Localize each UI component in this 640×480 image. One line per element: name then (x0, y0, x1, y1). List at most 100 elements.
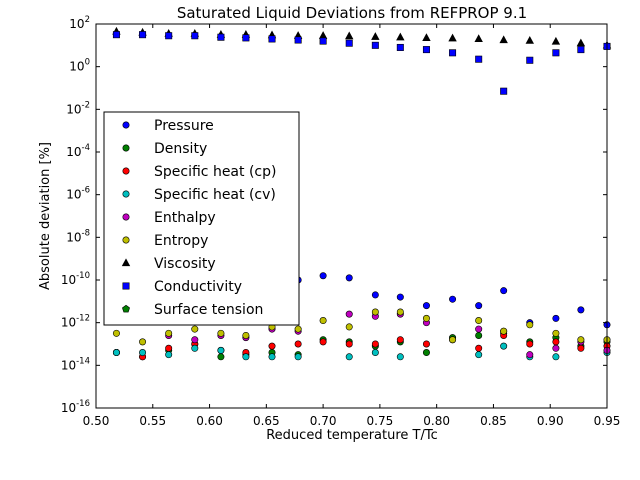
x-tick-label: 0.80 (423, 414, 450, 428)
y-tick-label: 10-10 (61, 271, 90, 287)
specific-heat-cv-point (294, 353, 302, 361)
pressure-point (552, 314, 560, 322)
viscosity-point (422, 33, 431, 41)
specific-heat-cp-point (475, 344, 483, 352)
conductivity-point (526, 56, 534, 64)
conductivity-point (112, 31, 120, 39)
viscosity-point (499, 35, 508, 44)
entropy-point (112, 329, 120, 337)
specific-heat-cv-point (191, 344, 199, 352)
y-tick-label: 100 (69, 58, 90, 74)
x-tick-label: 0.85 (480, 414, 507, 428)
legend-marker-density (122, 144, 130, 152)
conductivity-point (422, 46, 430, 54)
conductivity-point (577, 46, 585, 54)
specific-heat-cp-point (165, 344, 173, 352)
entropy-point (500, 327, 508, 335)
y-tick-label: 102 (69, 15, 90, 31)
entropy-point (139, 338, 147, 346)
conductivity-point (268, 35, 276, 43)
conductivity-point (475, 55, 483, 63)
entropy-point (345, 323, 353, 331)
legend-label-specific-heat-cp: Specific heat (cp) (154, 164, 276, 180)
specific-heat-cv-point (139, 349, 147, 357)
specific-heat-cv-point (475, 351, 483, 359)
specific-heat-cv-point (371, 349, 379, 357)
entropy-point (422, 314, 430, 322)
y-tick-label: 10-8 (66, 228, 90, 244)
pressure-point (475, 302, 483, 310)
conductivity-point (449, 49, 457, 57)
specific-heat-cv-point (552, 353, 560, 361)
legend-label-entropy: Entropy (154, 233, 208, 249)
density-point (422, 349, 430, 357)
pressure-point (422, 302, 430, 310)
specific-heat-cv-point (217, 346, 225, 354)
entropy-point (319, 317, 327, 325)
axis-ticks: 0.50 0.55 0.60 0.65 0.70 0.75 0.80 0.85 0.90 0.95… (61, 15, 621, 428)
chart-title: Saturated Liquid Deviations from REFPROP… (177, 4, 527, 22)
legend-box (103, 111, 300, 326)
entropy-point (165, 329, 173, 337)
legend-label-pressure: Pressure (154, 118, 214, 134)
entropy-point (371, 308, 379, 316)
legend-marker-enthalpy (122, 213, 130, 221)
viscosity-point (474, 34, 483, 43)
specific-heat-cp-point (371, 340, 379, 348)
y-tick-label: 10-2 (66, 100, 90, 116)
legend-label-specific-heat-cv: Specific heat (cv) (154, 187, 276, 203)
y-axis-label: Absolute deviation [%] (38, 142, 53, 290)
specific-heat-cp-point (526, 340, 534, 348)
entropy-point (396, 308, 404, 316)
pressure-point (319, 272, 327, 280)
entropy-point (294, 325, 302, 333)
entropy-point (475, 317, 483, 325)
x-tick-label: 0.60 (196, 414, 223, 428)
legend-label-surface-tension: Surface tension (154, 302, 263, 318)
enthalpy-point (475, 325, 483, 333)
density-point (217, 353, 225, 361)
entropy-point (552, 329, 560, 337)
viscosity-point (576, 38, 586, 47)
specific-heat-cv-point (345, 353, 353, 361)
specific-heat-cp-point (577, 344, 585, 352)
specific-heat-cp-point (294, 340, 302, 348)
conductivity-point (345, 39, 353, 47)
viscosity-point (448, 33, 457, 42)
legend-label-enthalpy: Enthalpy (154, 210, 216, 226)
legend-marker-viscosity (121, 258, 131, 267)
conductivity-point (500, 87, 508, 95)
legend-marker-conductivity (122, 282, 130, 290)
pressure-point (396, 293, 404, 301)
viscosity-point (345, 31, 354, 40)
entropy-point (242, 331, 250, 339)
viscosity-point (551, 36, 561, 45)
specific-heat-cv-point (500, 342, 508, 350)
entropy-point (217, 329, 225, 337)
density-point (475, 331, 483, 339)
conductivity-point (139, 31, 147, 39)
pressure-point (371, 291, 379, 299)
legend: Pressure Density Specific heat (cp) Specifi… (103, 111, 300, 326)
y-tick-label: 10-6 (66, 186, 90, 202)
conductivity-point (217, 33, 225, 41)
x-tick-label: 0.70 (310, 414, 337, 428)
legend-marker-specific-heat-cp (122, 167, 130, 175)
pressure-point (577, 306, 585, 314)
x-axis-label: Reduced temperature T/Tc (266, 428, 438, 443)
viscosity-point (396, 32, 405, 41)
x-tick-label: 0.55 (139, 414, 166, 428)
specific-heat-cv-point (396, 353, 404, 361)
plot-frame (95, 23, 608, 409)
x-tick-label: 0.50 (83, 414, 110, 428)
enthalpy-point (191, 336, 199, 344)
specific-heat-cp-point (268, 342, 276, 350)
pressure-point (345, 274, 353, 282)
data-marks (112, 26, 612, 361)
x-tick-label: 0.65 (253, 414, 280, 428)
pressure-point (449, 295, 457, 303)
specific-heat-cp-point (396, 336, 404, 344)
viscosity-point (525, 36, 534, 44)
x-tick-label: 0.90 (537, 414, 564, 428)
